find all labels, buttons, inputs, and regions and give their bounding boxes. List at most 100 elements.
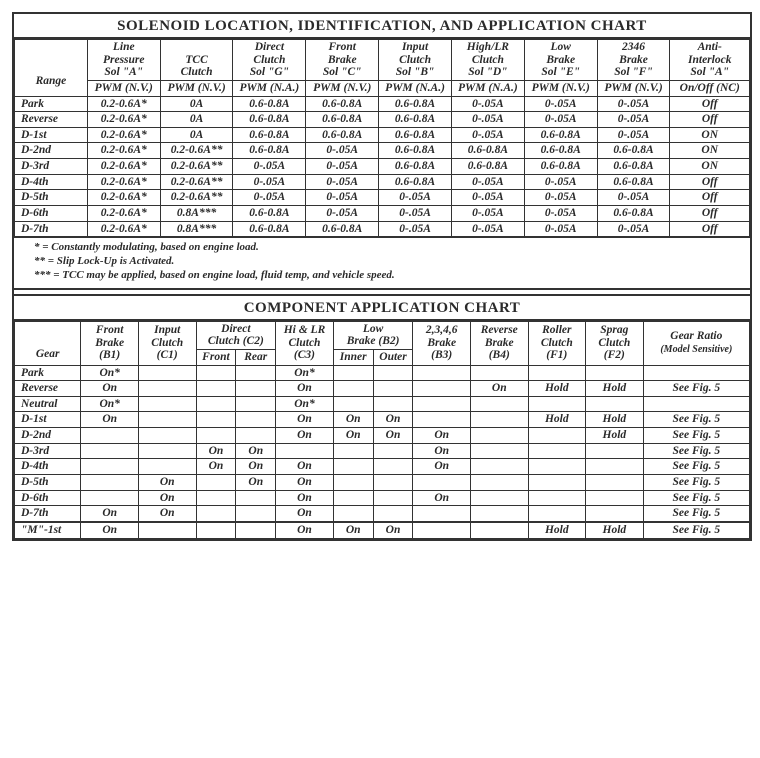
chart2-title: COMPONENT APPLICATION CHART xyxy=(14,296,750,321)
data-cell: 0.6-0.8A xyxy=(233,112,306,128)
data-cell xyxy=(138,443,196,459)
data-cell: 0.6-0.8A xyxy=(524,159,597,175)
data-cell xyxy=(138,522,196,538)
data-cell: 0A xyxy=(160,127,233,143)
data-cell xyxy=(413,365,471,381)
hdr-sol-c: FrontBrakeSol "C" xyxy=(306,40,379,81)
data-cell xyxy=(528,428,586,444)
data-cell: 0.8A*** xyxy=(160,206,233,222)
data-cell xyxy=(196,522,236,538)
sub-1: PWM (N.V.) xyxy=(160,80,233,96)
data-cell: 0.2-0.6A** xyxy=(160,174,233,190)
gear-cell: Reverse xyxy=(15,381,81,397)
data-cell xyxy=(333,459,373,475)
data-cell: 0.2-0.6A* xyxy=(87,96,160,112)
data-cell: 0.6-0.8A xyxy=(379,112,452,128)
data-cell xyxy=(528,443,586,459)
range-cell: D-6th xyxy=(15,206,88,222)
data-cell: ON xyxy=(670,127,750,143)
data-cell: 0.2-0.6A** xyxy=(160,190,233,206)
data-cell xyxy=(276,443,334,459)
data-cell xyxy=(470,396,528,412)
data-cell: 0-.05A xyxy=(524,112,597,128)
data-cell: On xyxy=(470,381,528,397)
table-row: D-7thOnOnOnSee Fig. 5 xyxy=(15,506,750,522)
data-cell xyxy=(586,506,644,522)
data-cell: 0.2-0.6A* xyxy=(87,206,160,222)
data-cell xyxy=(138,428,196,444)
data-cell xyxy=(196,396,236,412)
table-row: D-2nd0.2-0.6A*0.2-0.6A**0.6-0.8A0-.05A0.… xyxy=(15,143,750,159)
data-cell: On* xyxy=(81,396,139,412)
data-cell xyxy=(413,412,471,428)
data-cell: 0-.05A xyxy=(306,143,379,159)
data-cell: 0-.05A xyxy=(451,96,524,112)
data-cell: Off xyxy=(670,174,750,190)
data-cell xyxy=(81,459,139,475)
chart2-body: ParkOn*On*ReverseOnOnOnHoldHoldSee Fig. … xyxy=(15,365,750,538)
data-cell xyxy=(138,459,196,475)
data-cell xyxy=(586,490,644,506)
data-cell: 0-.05A xyxy=(451,206,524,222)
sub-3: PWM (N.V.) xyxy=(306,80,379,96)
hdr-c3: Hi & LRClutch(C3) xyxy=(276,321,334,365)
data-cell: Off xyxy=(670,112,750,128)
data-cell: On xyxy=(276,490,334,506)
data-cell: On xyxy=(276,428,334,444)
data-cell: 0.6-0.8A xyxy=(379,127,452,143)
data-cell xyxy=(373,459,413,475)
data-cell: 0-.05A xyxy=(597,112,670,128)
data-cell: 0.6-0.8A xyxy=(233,206,306,222)
range-cell: D-4th xyxy=(15,174,88,190)
data-cell: 0A xyxy=(160,96,233,112)
data-cell: 0.2-0.6A* xyxy=(87,190,160,206)
data-cell xyxy=(586,396,644,412)
data-cell: On xyxy=(81,381,139,397)
table-row: D-2ndOnOnOnOnHoldSee Fig. 5 xyxy=(15,428,750,444)
chart1-notes: * = Constantly modulating, based on engi… xyxy=(14,237,750,287)
data-cell: See Fig. 5 xyxy=(643,412,749,428)
gear-cell: D-5th xyxy=(15,474,81,490)
data-cell xyxy=(528,474,586,490)
data-cell: 0.2-0.6A* xyxy=(87,221,160,237)
data-cell: 0.6-0.8A xyxy=(524,143,597,159)
data-cell: 0.2-0.6A* xyxy=(87,143,160,159)
data-cell: On xyxy=(276,506,334,522)
data-cell xyxy=(236,396,276,412)
hdr-c2-rear: Rear xyxy=(236,349,276,365)
hdr-b1: FrontBrake(B1) xyxy=(81,321,139,365)
chart1-header: Range LinePressureSol "A" TCCClutch Dire… xyxy=(15,40,750,97)
hdr-ratio: Gear Ratio(Model Sensitive) xyxy=(643,321,749,365)
data-cell: See Fig. 5 xyxy=(643,428,749,444)
data-cell: 0.6-0.8A xyxy=(306,112,379,128)
data-cell: See Fig. 5 xyxy=(643,474,749,490)
data-cell xyxy=(470,412,528,428)
data-cell: 0-.05A xyxy=(597,127,670,143)
table-row: D-3rd0.2-0.6A*0.2-0.6A**0-.05A0-.05A0.6-… xyxy=(15,159,750,175)
data-cell: 0.6-0.8A xyxy=(306,96,379,112)
data-cell xyxy=(196,428,236,444)
data-cell: 0.2-0.6A* xyxy=(87,112,160,128)
data-cell: 0.6-0.8A xyxy=(597,159,670,175)
data-cell: 0-.05A xyxy=(306,206,379,222)
data-cell: 0.6-0.8A xyxy=(451,143,524,159)
sub-2: PWM (N.A.) xyxy=(233,80,306,96)
table-row: NeutralOn*On* xyxy=(15,396,750,412)
note-3: *** = TCC may be applied, based on engin… xyxy=(34,269,744,283)
sub-5: PWM (N.A.) xyxy=(451,80,524,96)
hdr-f1: RollerClutch(F1) xyxy=(528,321,586,365)
data-cell: 0.8A*** xyxy=(160,221,233,237)
gear-cell: D-1st xyxy=(15,412,81,428)
data-cell: 0-.05A xyxy=(306,190,379,206)
data-cell xyxy=(373,396,413,412)
data-cell: 0-.05A xyxy=(524,221,597,237)
gear-cell: D-2nd xyxy=(15,428,81,444)
data-cell: See Fig. 5 xyxy=(643,459,749,475)
hdr-c2-front: Front xyxy=(196,349,236,365)
table-row: D-4th0.2-0.6A*0.2-0.6A**0-.05A0-.05A0.6-… xyxy=(15,174,750,190)
data-cell: Hold xyxy=(586,522,644,538)
data-cell: On xyxy=(373,412,413,428)
data-cell xyxy=(413,396,471,412)
data-cell: On xyxy=(196,459,236,475)
data-cell: Hold xyxy=(528,381,586,397)
